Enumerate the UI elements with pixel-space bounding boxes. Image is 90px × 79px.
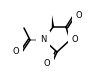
Polygon shape bbox=[52, 15, 54, 27]
Text: O: O bbox=[76, 12, 83, 20]
Text: O: O bbox=[12, 47, 19, 56]
Text: O: O bbox=[72, 35, 79, 44]
Text: O: O bbox=[43, 59, 50, 67]
Text: N: N bbox=[40, 35, 46, 44]
